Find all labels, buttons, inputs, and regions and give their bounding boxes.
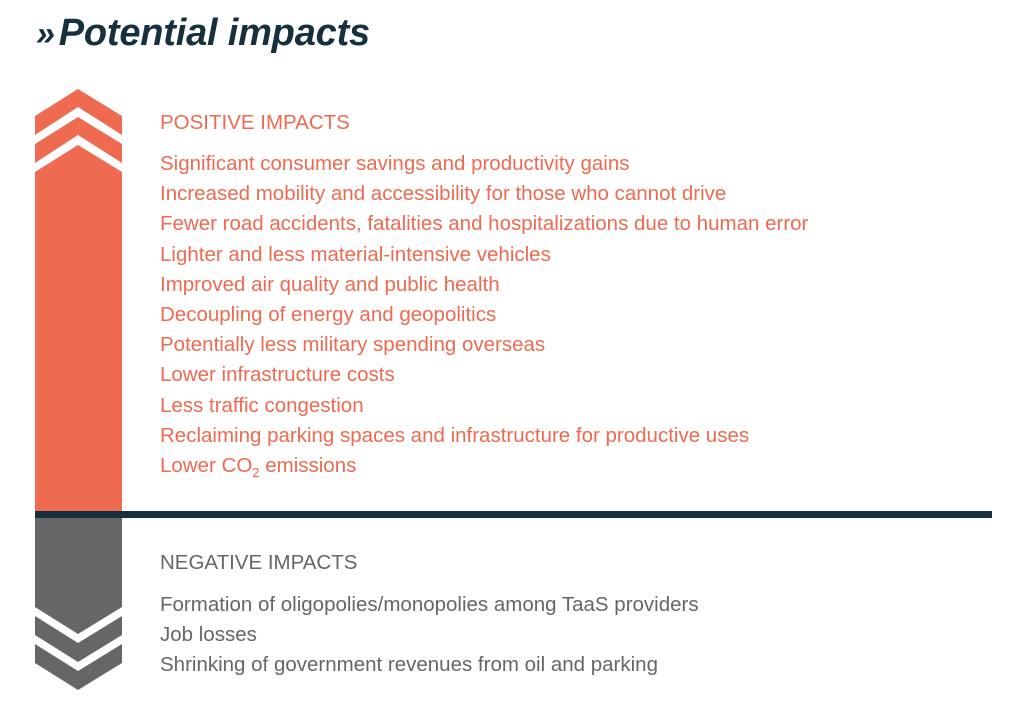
list-item: Less traffic congestion [160, 393, 364, 417]
positive-impacts-heading: POSITIVE IMPACTS [160, 111, 350, 134]
negative-impacts-section: NEGATIVE IMPACTS Formation of oligopolie… [160, 551, 699, 680]
list-item: Lower infrastructure costs [160, 363, 395, 387]
up-chevron-middle [35, 117, 122, 163]
list-item: Increased mobility and accessibility for… [160, 182, 727, 206]
positive-impacts-section: POSITIVE IMPACTS Significant consumer sa… [160, 111, 808, 481]
title-text: Potential impacts [58, 12, 370, 54]
co2-text: Lower CO [160, 454, 253, 478]
list-item: Fewer road accidents, fatalities and hos… [160, 212, 809, 236]
negative-impacts-list: Formation of oligopolies/monopolies amon… [160, 590, 699, 680]
positive-arrow [35, 89, 122, 512]
list-item: Improved air quality and public health [160, 272, 500, 296]
list-item: Reclaiming parking spaces and infrastruc… [160, 423, 750, 447]
list-item: Job losses [160, 623, 257, 646]
page-title: » Potential impacts [36, 12, 370, 55]
list-item: Decoupling of energy and geopolitics [160, 303, 497, 327]
list-item: Formation of oligopolies/monopolies amon… [160, 593, 699, 616]
list-item: Significant consumer savings and product… [160, 152, 630, 175]
up-chevron-top [35, 89, 122, 135]
emissions-text: emissions [259, 454, 357, 478]
list-item: Potentially less military spending overs… [160, 333, 546, 357]
negative-arrow [35, 518, 122, 690]
positive-impacts-list: Significant consumer savings and product… [160, 149, 808, 481]
negative-impacts-heading: NEGATIVE IMPACTS [160, 551, 358, 574]
title-prefix: » [36, 15, 55, 53]
section-divider [35, 511, 992, 518]
list-item: Lighter and less material-intensive vehi… [160, 242, 551, 266]
positive-arrow-body [35, 145, 122, 512]
co2-subscript: 2 [252, 465, 260, 481]
list-item: Shrinking of government revenues from oi… [160, 653, 658, 676]
list-item-co2-emissions: Lower CO2 emissions [160, 451, 808, 481]
down-chevron-bottom [35, 644, 122, 690]
negative-arrow-body [35, 518, 122, 634]
down-chevron-middle [35, 616, 122, 662]
